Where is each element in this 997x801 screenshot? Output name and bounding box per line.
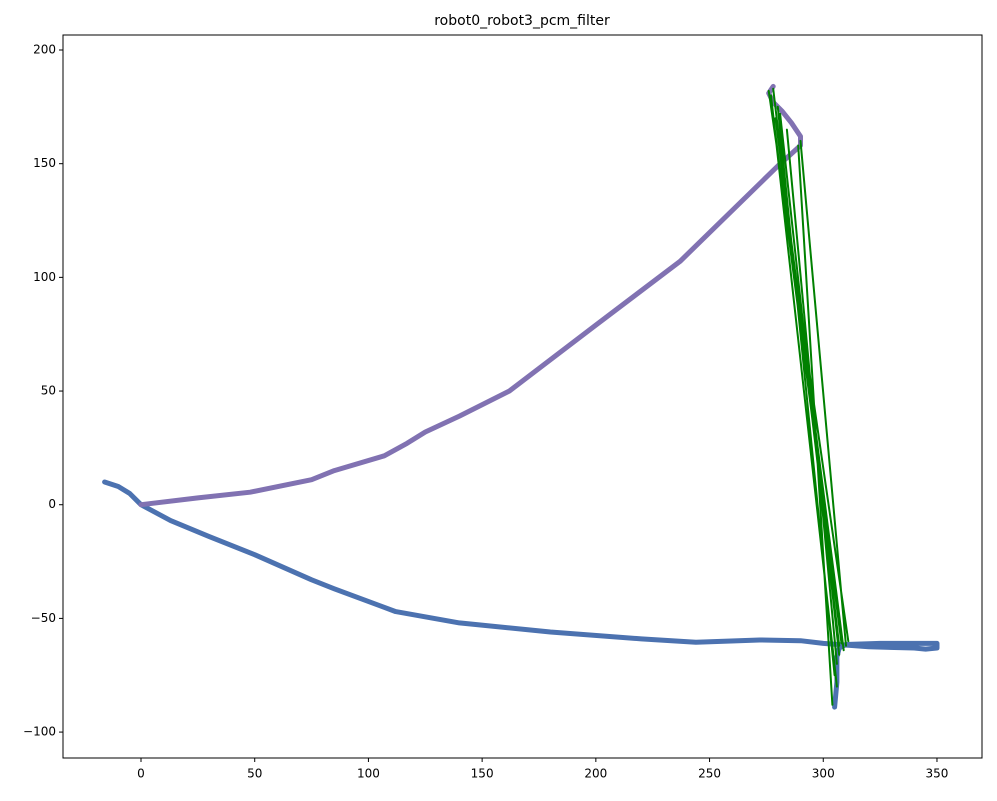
trajectory-line <box>767 87 850 706</box>
chart-title: robot0_robot3_pcm_filter <box>434 13 610 29</box>
x-tick-label: 50 <box>247 767 262 781</box>
x-tick-label: 250 <box>698 767 721 781</box>
y-tick-label: 100 <box>33 270 56 284</box>
x-tick-label: 150 <box>471 767 494 781</box>
trajectory-line <box>102 479 940 710</box>
x-tick-label: 0 <box>137 767 145 781</box>
axes-frame <box>62 34 983 759</box>
x-tick-label: 100 <box>357 767 380 781</box>
x-tick-label: 200 <box>584 767 607 781</box>
y-tick-label: 150 <box>33 156 56 170</box>
y-tick-label: −50 <box>31 611 56 625</box>
y-tick-label: 50 <box>41 384 56 398</box>
y-tick-label: −100 <box>23 725 56 739</box>
x-tick-label: 350 <box>926 767 949 781</box>
x-tick-label: 300 <box>812 767 835 781</box>
trajectory-line <box>138 83 803 508</box>
y-tick-label: 200 <box>33 43 56 57</box>
y-tick-label: 0 <box>48 497 56 511</box>
